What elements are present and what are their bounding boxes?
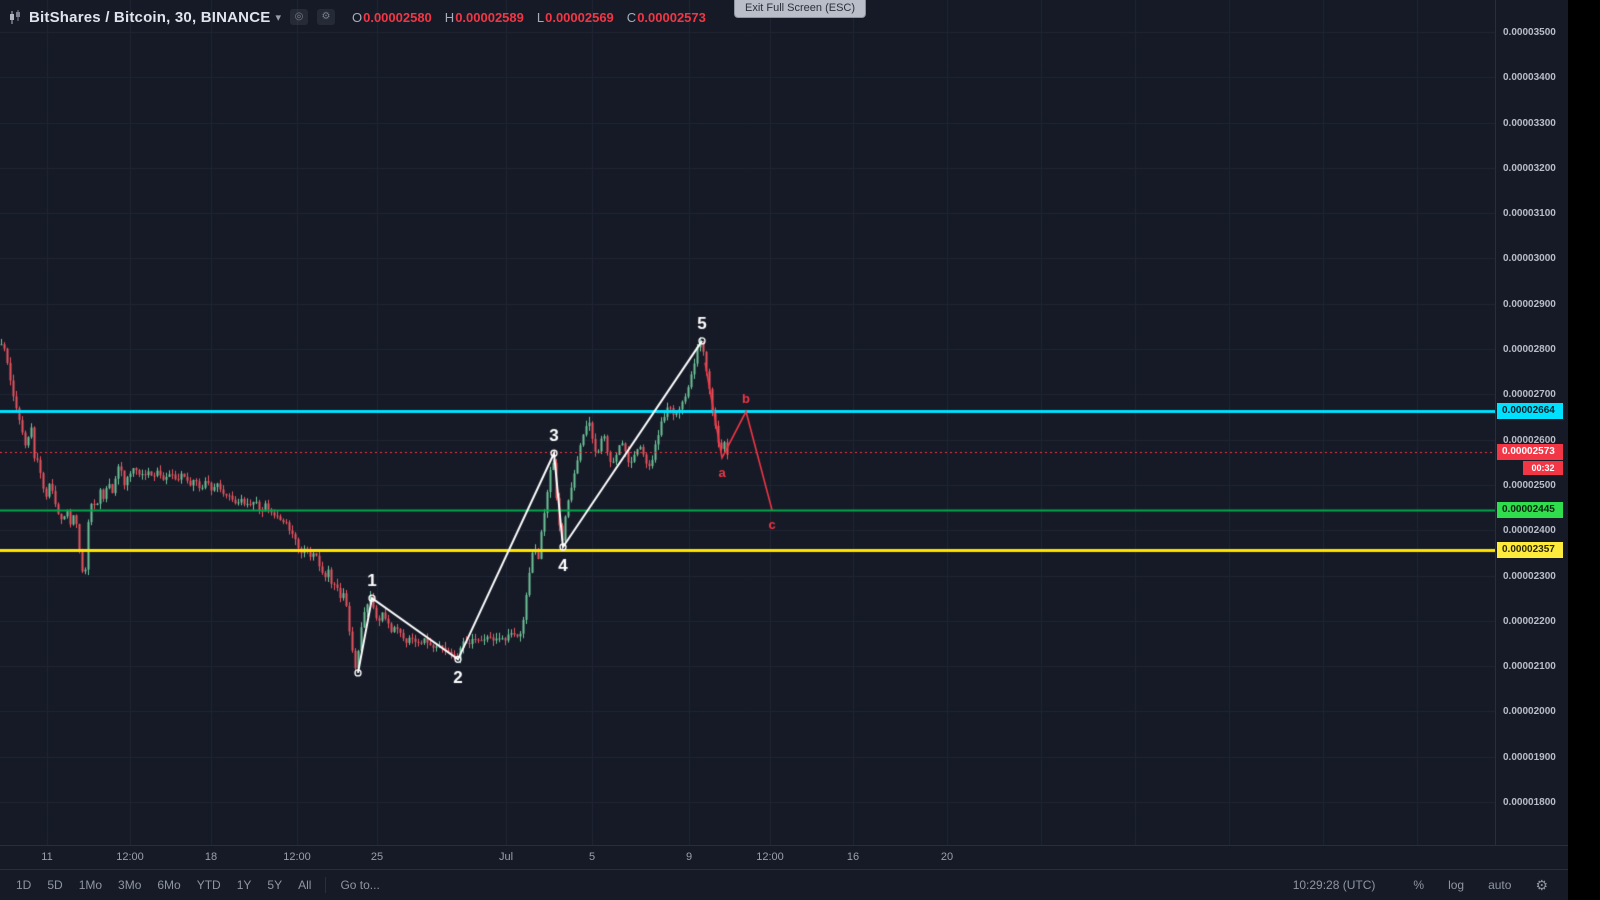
go-to-button[interactable]: Go to... bbox=[340, 878, 380, 892]
price-axis-label: 0.00002000 bbox=[1503, 706, 1556, 718]
level-price-tag: 0.00002357 bbox=[1497, 541, 1563, 558]
snapshot-icon[interactable]: ◎ bbox=[289, 9, 308, 25]
exit-fullscreen-tooltip: Exit Full Screen (ESC) bbox=[733, 0, 867, 18]
price-axis-label: 0.00003200 bbox=[1503, 162, 1556, 174]
time-axis-label: 18 bbox=[204, 851, 218, 863]
close-value: C0.00002573 bbox=[626, 9, 706, 25]
bar-countdown: 00:32 bbox=[1523, 460, 1563, 475]
time-axis-label: 12:00 bbox=[283, 851, 311, 863]
price-axis-label: 0.00002900 bbox=[1503, 298, 1556, 310]
low-value: L0.00002569 bbox=[536, 9, 614, 25]
price-axis-label: 0.00003500 bbox=[1503, 27, 1556, 38]
toolbar-right-group: 10:29:28 (UTC) % log auto ⚙ bbox=[1285, 874, 1560, 897]
bottom-toolbar: 1D 5D 1Mo 3Mo 6Mo YTD 1Y 5Y All Go to... 10:29:2… bbox=[0, 869, 1568, 900]
time-axis-label: Jul bbox=[498, 851, 514, 863]
price-axis-label: 0.00002300 bbox=[1503, 570, 1556, 582]
ohlc-values: O0.00002580 H0.00002589 L0.00002569 C0.0… bbox=[352, 10, 706, 25]
time-axis-label: 5 bbox=[588, 851, 596, 863]
settings-icon[interactable]: ⚙ bbox=[316, 9, 335, 25]
range-5d-button[interactable]: 5D bbox=[47, 878, 63, 892]
symbol-title-dropdown[interactable]: BitShares / Bitcoin, 30, BINANCE bbox=[29, 8, 271, 26]
time-axis-label: 16 bbox=[846, 851, 860, 863]
percent-scale-button[interactable]: % bbox=[1413, 878, 1425, 892]
auto-scale-button[interactable]: auto bbox=[1488, 878, 1512, 892]
chevron-down-icon[interactable]: ▾ bbox=[275, 11, 281, 24]
price-axis-label: 0.00003300 bbox=[1503, 117, 1556, 129]
price-axis-label: 0.00003000 bbox=[1503, 253, 1556, 265]
log-scale-button[interactable]: log bbox=[1448, 878, 1465, 892]
price-axis-label: 0.00002800 bbox=[1503, 344, 1556, 356]
range-ytd-button[interactable]: YTD bbox=[196, 878, 221, 892]
price-axis[interactable]: 0.00003500 0.00003400 0.00003300 0.00003200… bbox=[1495, 0, 1568, 845]
candles-icon bbox=[8, 9, 22, 25]
time-axis-label: 11 bbox=[41, 851, 53, 863]
price-axis-label: 0.00001800 bbox=[1503, 797, 1556, 808]
range-1d-button[interactable]: 1D bbox=[16, 878, 32, 892]
price-chart[interactable] bbox=[0, 0, 1495, 845]
high-value: H0.00002589 bbox=[444, 9, 524, 25]
price-axis-label: 0.00002100 bbox=[1503, 661, 1556, 673]
price-axis-label: 0.00003400 bbox=[1503, 72, 1556, 84]
price-axis-label: 0.00002200 bbox=[1503, 615, 1556, 627]
range-1y-button[interactable]: 1Y bbox=[236, 878, 252, 892]
date-range-buttons: 1D 5D 1Mo 3Mo 6Mo YTD 1Y 5Y All bbox=[8, 875, 319, 895]
price-axis-label: 0.00002700 bbox=[1503, 389, 1556, 401]
chart-legend: BitShares / Bitcoin, 30, BINANCE ▾ ◎ ⚙ O… bbox=[8, 7, 706, 27]
time-axis[interactable]: 11 12:00 18 12:00 25 Jul 5 9 12:00 16 20 bbox=[0, 845, 1568, 869]
time-axis-label: 20 bbox=[940, 851, 954, 863]
open-value: O0.00002580 bbox=[351, 9, 432, 25]
price-axis-label: 0.00002600 bbox=[1503, 434, 1556, 446]
gear-icon[interactable]: ⚙ bbox=[1535, 876, 1548, 893]
level-price-tag: 0.00002445 bbox=[1497, 501, 1563, 518]
toolbar-divider bbox=[325, 877, 327, 893]
current-price-tag: 0.00002573 bbox=[1497, 443, 1563, 460]
time-axis-label: 12:00 bbox=[116, 851, 144, 863]
range-6mo-button[interactable]: 6Mo bbox=[157, 878, 181, 892]
time-axis-label: 12:00 bbox=[756, 851, 784, 863]
price-axis-label: 0.00002500 bbox=[1503, 479, 1556, 491]
time-axis-label: 9 bbox=[685, 851, 693, 863]
clock-utc[interactable]: 10:29:28 (UTC) bbox=[1292, 878, 1376, 892]
range-5y-button[interactable]: 5Y bbox=[267, 878, 283, 892]
level-price-tag: 0.00002664 bbox=[1497, 402, 1563, 419]
price-axis-label: 0.00001900 bbox=[1503, 751, 1556, 763]
range-all-button[interactable]: All bbox=[298, 878, 312, 892]
price-axis-label: 0.00003100 bbox=[1503, 208, 1556, 220]
time-axis-label: 25 bbox=[370, 851, 384, 863]
right-edge-strip bbox=[1568, 0, 1600, 900]
range-1mo-button[interactable]: 1Mo bbox=[78, 878, 103, 892]
price-axis-label: 0.00002400 bbox=[1503, 525, 1556, 537]
range-3mo-button[interactable]: 3Mo bbox=[118, 878, 142, 892]
